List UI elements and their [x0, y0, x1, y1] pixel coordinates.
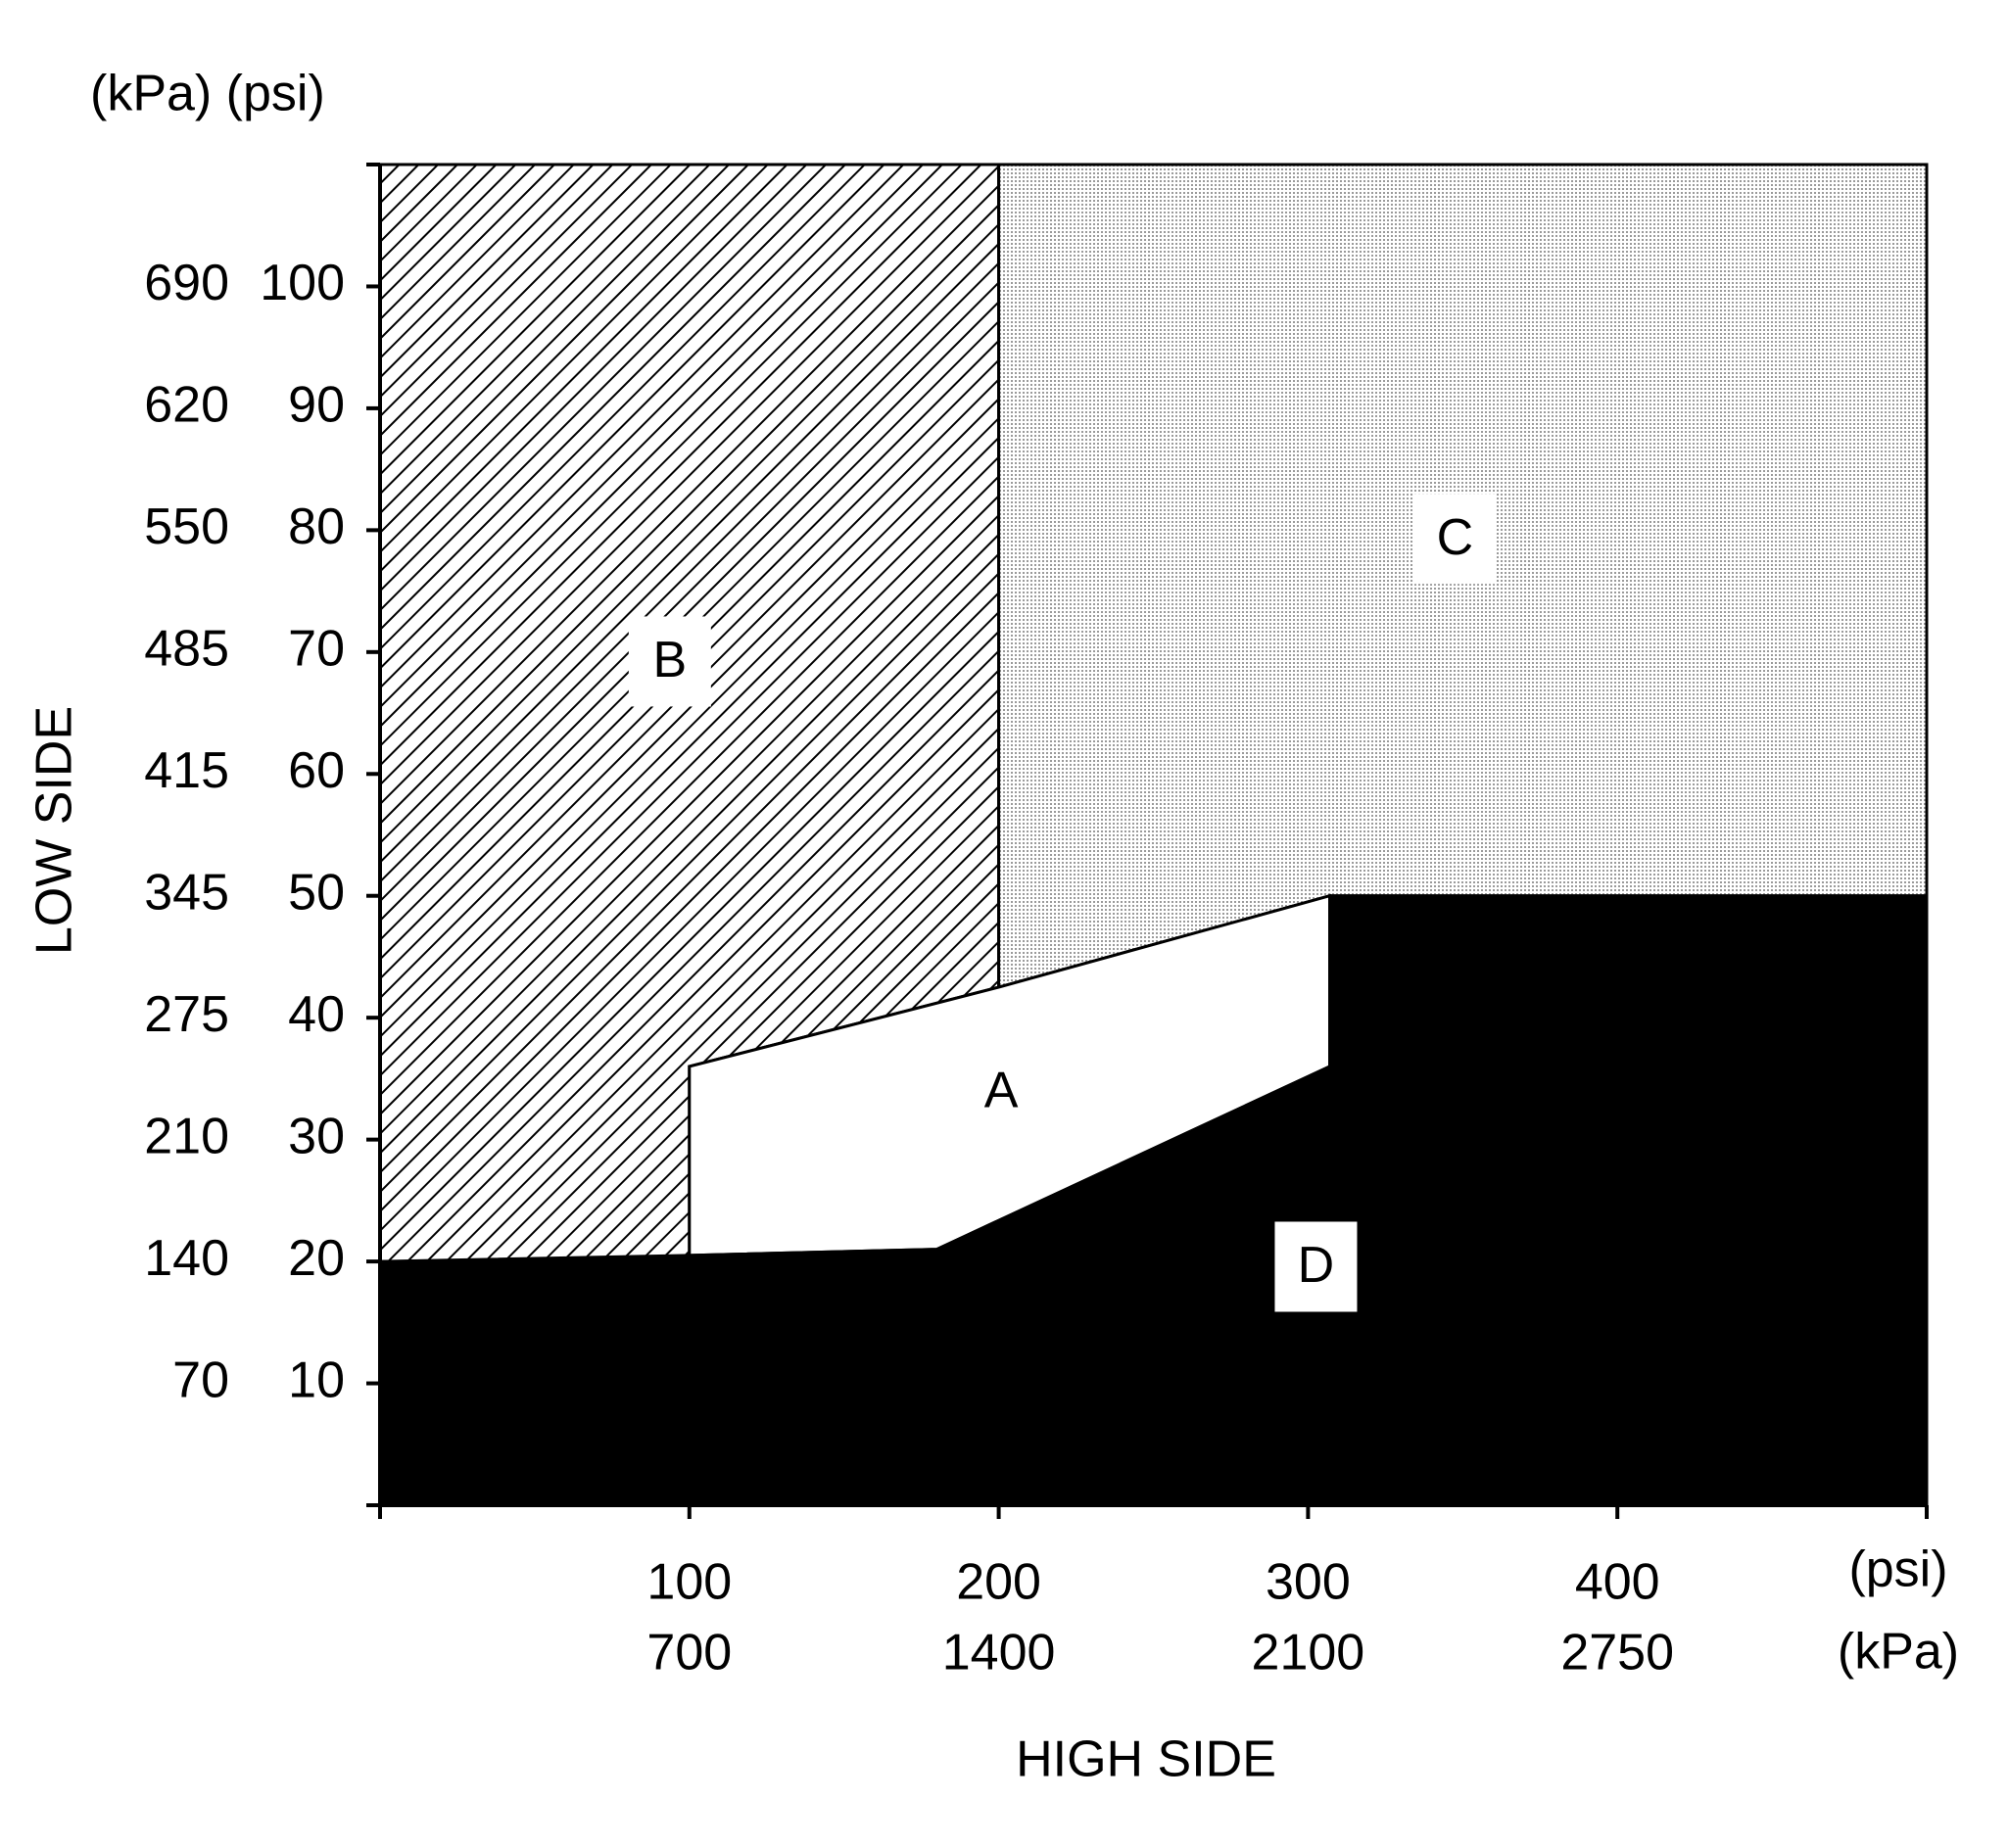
y-tick-label-kpa: 415	[144, 742, 229, 799]
y-tick-label: 70	[288, 621, 345, 678]
y-tick-label: 30	[288, 1108, 345, 1164]
y-tick-label-kpa: 550	[144, 498, 229, 555]
y-tick-label-kpa: 485	[144, 621, 229, 678]
label-box	[1274, 1221, 1358, 1312]
y-tick-label-kpa: 275	[144, 986, 229, 1043]
y-tick-label-kpa: 620	[144, 377, 229, 434]
y-tick-label: 100	[260, 255, 345, 311]
y-tick-label: 20	[288, 1230, 345, 1287]
region-label: C	[1437, 509, 1474, 566]
y-tick-label: 50	[288, 864, 345, 921]
y-tick-label-kpa: 140	[144, 1230, 229, 1287]
x-axis-label: HIGH SIDE	[1016, 1731, 1276, 1788]
x-tick-label-kpa: 1400	[942, 1625, 1056, 1682]
label-box	[628, 616, 711, 707]
x-tick-label: 100	[646, 1554, 732, 1611]
x-tick-label: 400	[1575, 1554, 1660, 1611]
x-tick-label-kpa: 2750	[1560, 1625, 1674, 1682]
y-tick-label-kpa: 210	[144, 1108, 229, 1164]
y-tick-label-kpa: 690	[144, 255, 229, 311]
x-tick-label-kpa: 700	[646, 1625, 732, 1682]
x-tick-label: 300	[1266, 1554, 1351, 1611]
y-tick-label: 10	[288, 1351, 345, 1408]
y-tick-label-kpa: 70	[172, 1351, 229, 1408]
y-tick-label: 60	[288, 742, 345, 799]
y-units: (kPa) (psi)	[90, 66, 325, 122]
region-label: A	[984, 1063, 1019, 1119]
y-tick-label: 80	[288, 498, 345, 555]
y-tick-label: 40	[288, 986, 345, 1043]
x-units: (psi)	[1848, 1541, 1947, 1598]
y-axis-label: LOW SIDE	[26, 706, 83, 955]
y-tick-label-kpa: 345	[144, 864, 229, 921]
label-box	[960, 1046, 1043, 1137]
x-units: (kPa)	[1838, 1624, 1959, 1681]
label-box	[1413, 494, 1497, 585]
region-label: D	[1298, 1237, 1335, 1294]
x-tick-label-kpa: 2100	[1252, 1625, 1365, 1682]
x-tick-label: 200	[956, 1554, 1041, 1611]
y-tick-label: 90	[288, 377, 345, 434]
region-label: B	[652, 632, 687, 688]
